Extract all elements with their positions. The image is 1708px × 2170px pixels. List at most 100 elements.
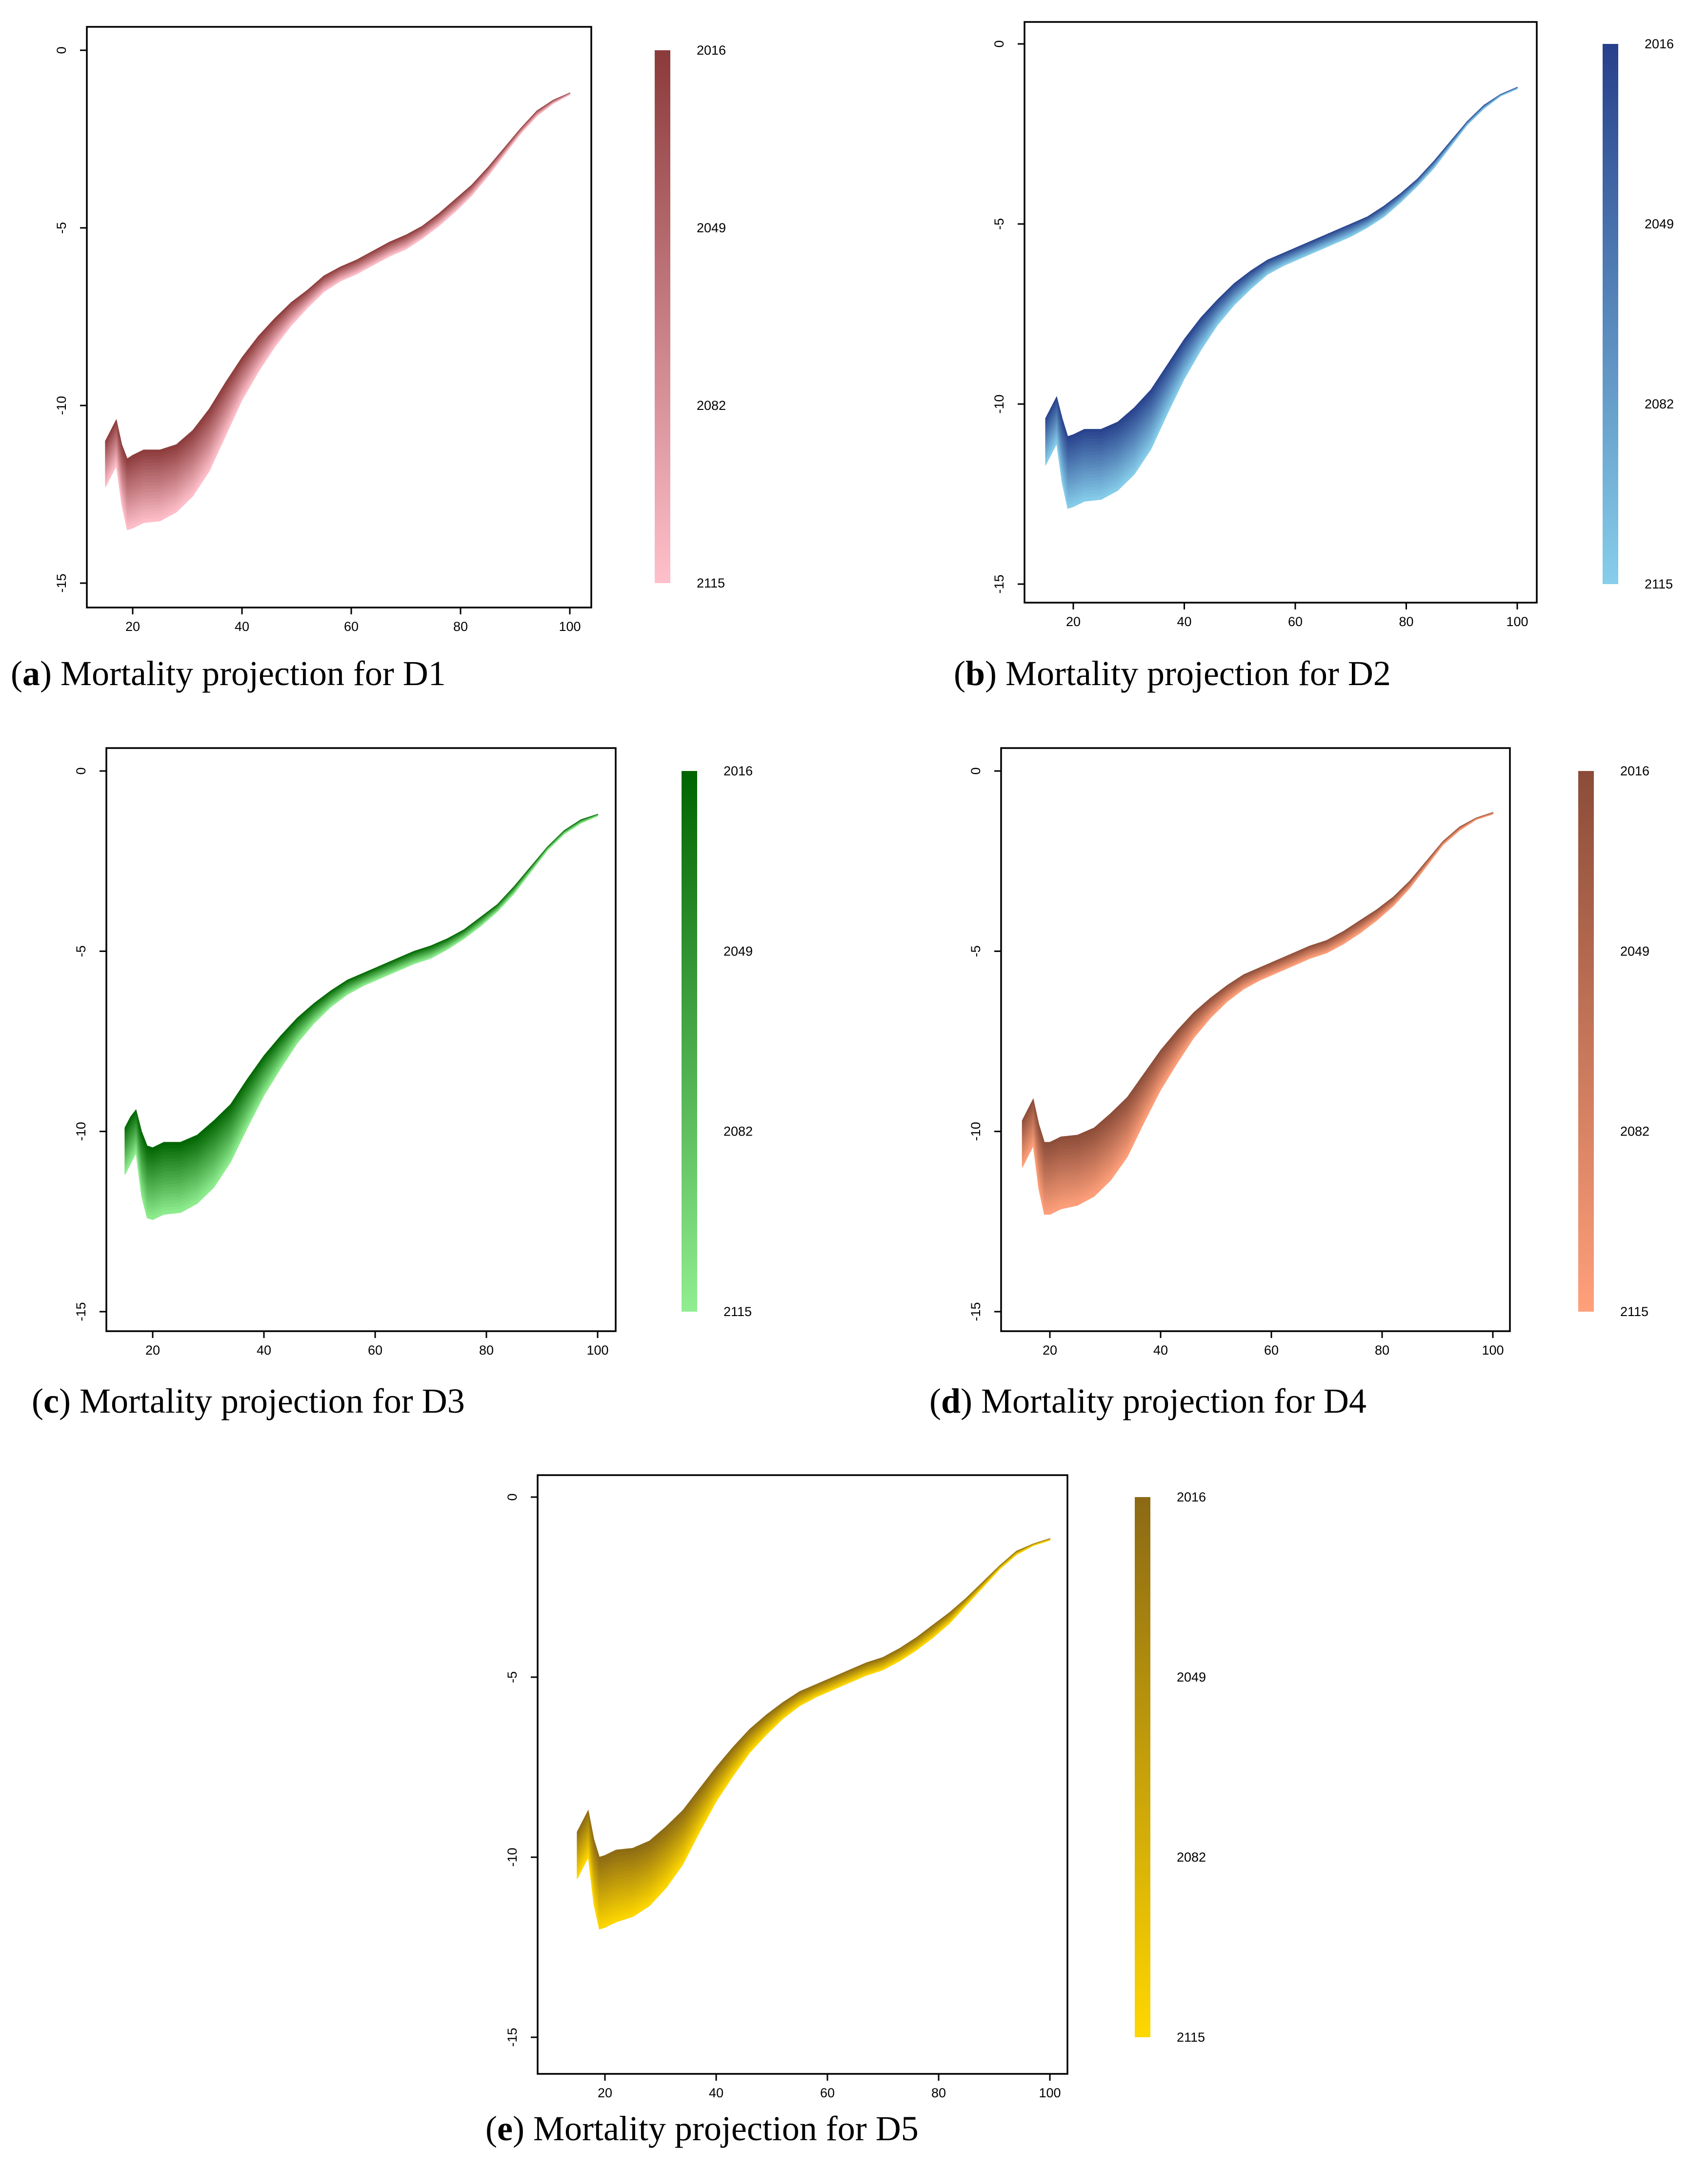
caption-letter: e — [497, 2109, 513, 2148]
projection-band-21 — [577, 1540, 1050, 1930]
legend-year-label: 2049 — [697, 221, 726, 235]
legend-year-label: 2115 — [723, 1304, 752, 1319]
projection-band-10 — [1045, 87, 1518, 473]
legend-year-label: 2115 — [697, 576, 725, 590]
y-tick-label: -10 — [968, 1122, 983, 1141]
x-tick-label: 40 — [235, 619, 249, 634]
legend-year-label: 2082 — [1177, 1850, 1206, 1865]
plot-frame — [1024, 21, 1538, 604]
panel-caption: (a) Mortality projection for D1 — [11, 654, 446, 693]
projection-band-11 — [1022, 812, 1493, 1182]
legend-year-label: 2115 — [1645, 577, 1673, 591]
x-tick-label: 40 — [1177, 614, 1191, 629]
projection-band-7 — [1045, 87, 1518, 463]
color-legend-bar — [682, 771, 697, 1312]
legend-year-label: 2016 — [723, 764, 753, 778]
legend-year-label: 2082 — [1620, 1124, 1649, 1139]
x-tick-label: 100 — [1039, 2086, 1061, 2100]
x-tick-label: 20 — [145, 1343, 160, 1358]
projection-band-10 — [124, 814, 598, 1184]
projection-band-9 — [1045, 87, 1518, 470]
plot-frame — [1000, 747, 1511, 1332]
x-tick-label: 40 — [709, 2086, 723, 2100]
legend-year-label: 2049 — [1177, 1670, 1206, 1684]
y-tick-label: -15 — [74, 1302, 88, 1321]
projection-band-6 — [124, 814, 598, 1171]
legend-year-label: 2049 — [1620, 944, 1649, 958]
panel-c: 20 40 60 80 100 0 -5 -10 -15 2016 2049 2082 2115 (c) … — [32, 747, 753, 1420]
x-tick-label: 40 — [1153, 1343, 1168, 1358]
caption-text: Mortality projection for D2 — [1005, 654, 1391, 693]
y-tick-label: -10 — [54, 396, 69, 415]
y-tick-label: 0 — [74, 767, 88, 774]
plot-frame — [537, 1474, 1068, 2075]
y-tick-label: -15 — [505, 2028, 520, 2047]
x-tick-label: 80 — [931, 2086, 946, 2100]
y-tick-label: -15 — [992, 574, 1006, 593]
legend-year-label: 2082 — [697, 398, 726, 413]
panel-e: 20 40 60 80 100 0 -5 -10 -15 2016 2049 2082 2115 (e) … — [485, 1474, 1206, 2148]
legend-year-label: 2016 — [1177, 1490, 1206, 1504]
projection-band-21 — [124, 815, 598, 1220]
legend-year-label: 2115 — [1177, 2030, 1205, 2045]
projection-band-7 — [105, 93, 570, 485]
x-tick-label: 40 — [257, 1343, 271, 1358]
projection-band-10 — [577, 1539, 1050, 1894]
legend-year-label: 2016 — [1645, 37, 1674, 51]
projection-band-4 — [124, 814, 598, 1165]
color-legend-bar — [1603, 44, 1618, 584]
plot-frame — [86, 26, 592, 608]
y-tick-label: -5 — [74, 945, 88, 957]
y-tick-label: -10 — [992, 394, 1006, 413]
y-tick-label: -10 — [74, 1122, 88, 1141]
caption-text: Mortality projection for D4 — [981, 1381, 1366, 1420]
projection-band-8 — [124, 814, 598, 1177]
y-tick-label: -5 — [968, 945, 983, 957]
x-tick-label: 60 — [368, 1343, 382, 1358]
x-tick-label: 100 — [586, 1343, 608, 1358]
projection-band-4 — [1022, 812, 1493, 1159]
x-tick-label: 100 — [1506, 614, 1528, 629]
projection-band-5 — [105, 93, 570, 479]
x-tick-label: 100 — [559, 619, 581, 634]
projection-band-21 — [105, 94, 570, 530]
projection-band-3 — [1022, 812, 1493, 1156]
y-tick-label: -15 — [54, 573, 69, 592]
x-tick-label: 20 — [1066, 614, 1081, 629]
caption-letter: a — [22, 654, 40, 693]
color-legend-bar — [1578, 771, 1594, 1312]
color-legend-bar — [655, 50, 670, 583]
x-tick-label: 20 — [125, 619, 140, 634]
panel-caption: (b) Mortality projection for D2 — [954, 654, 1391, 693]
y-tick-label: 0 — [992, 40, 1006, 47]
panel-a: 20 40 60 80 100 0 -5 -10 -15 2016 2049 2082 2115 (a) … — [11, 26, 726, 693]
x-tick-label: 80 — [1399, 614, 1413, 629]
legend-year-label: 2016 — [697, 43, 726, 58]
projection-band-5 — [1045, 87, 1518, 457]
y-tick-label: 0 — [968, 767, 983, 774]
caption-text: Mortality projection for D1 — [60, 654, 446, 693]
x-tick-label: 80 — [479, 1343, 494, 1358]
projection-band-11 — [124, 814, 598, 1188]
legend-year-label: 2115 — [1620, 1304, 1648, 1319]
x-tick-label: 20 — [598, 2086, 612, 2100]
projection-band-5 — [124, 814, 598, 1168]
x-tick-label: 80 — [1375, 1343, 1389, 1358]
projection-band-8 — [1045, 87, 1518, 466]
projection-band-4 — [105, 93, 570, 476]
caption-letter: b — [965, 654, 985, 693]
y-tick-label: 0 — [505, 1493, 520, 1501]
x-tick-label: 80 — [453, 619, 468, 634]
legend-year-label: 2016 — [1620, 764, 1649, 778]
y-tick-label: -5 — [505, 1671, 520, 1683]
legend-year-label: 2082 — [1645, 397, 1674, 411]
panel-b: 20 40 60 80 100 0 -5 -10 -15 2016 2049 2082 2115 (b) … — [954, 21, 1674, 693]
x-tick-label: 100 — [1482, 1343, 1504, 1358]
caption-letter: c — [43, 1381, 59, 1420]
x-tick-label: 60 — [820, 2086, 835, 2100]
caption-text: Mortality projection for D5 — [533, 2109, 919, 2148]
projection-band-4 — [1045, 87, 1518, 453]
projection-band-9 — [124, 814, 598, 1181]
projection-band-21 — [1022, 813, 1493, 1215]
